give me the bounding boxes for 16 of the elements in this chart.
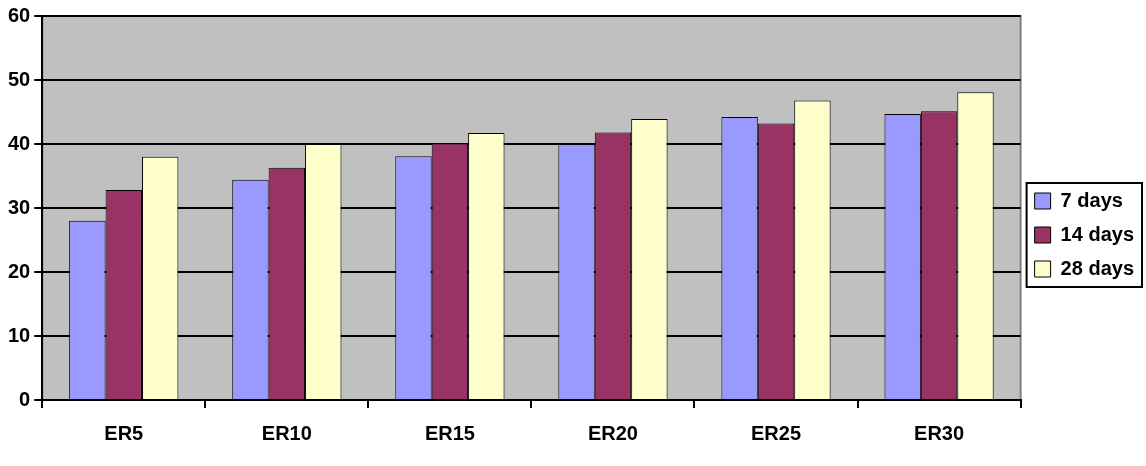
x-tick-label: ER30 xyxy=(914,421,965,444)
legend-label: 14 days xyxy=(1060,222,1134,245)
y-tick-label: 30 xyxy=(8,195,31,218)
x-tick-label: ER10 xyxy=(261,421,312,444)
legend-label: 28 days xyxy=(1060,256,1134,279)
y-tick-label: 50 xyxy=(8,67,31,90)
y-tick-label: 10 xyxy=(8,323,31,346)
y-tick-label: 0 xyxy=(19,387,31,410)
y-tick-label: 60 xyxy=(8,3,31,26)
x-tick-label: ER5 xyxy=(104,421,144,444)
y-tick-label: 20 xyxy=(8,259,31,282)
legend-label: 7 days xyxy=(1060,188,1123,211)
x-tick-label: ER15 xyxy=(424,421,475,444)
y-tick-label: 40 xyxy=(8,131,31,154)
x-tick-label: ER25 xyxy=(751,421,802,444)
x-tick-label: ER20 xyxy=(587,421,638,444)
